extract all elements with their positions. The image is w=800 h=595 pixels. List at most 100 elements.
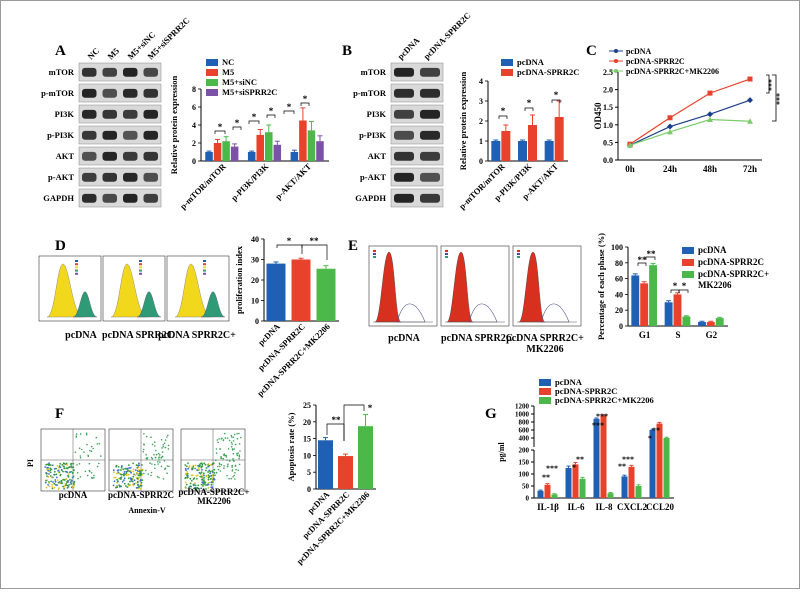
event-dot: [236, 433, 238, 435]
y-tick-label: 5: [307, 468, 311, 477]
event-dot: [93, 476, 95, 479]
event-dot: [201, 468, 203, 471]
event-dot: [116, 481, 118, 484]
event-dot: [219, 470, 222, 472]
event-dot: [56, 484, 58, 487]
significance-bracket: [766, 74, 770, 94]
legend-swatch: [373, 253, 376, 255]
event-dot: [190, 479, 193, 482]
event-dot: [234, 471, 236, 474]
event-dot: [126, 486, 129, 488]
event-dot: [114, 476, 117, 479]
event-dot: [140, 484, 143, 487]
y-tick-label: 20: [303, 418, 311, 427]
event-dot: [55, 467, 57, 470]
event-dot: [66, 487, 69, 489]
event-dot: [73, 482, 75, 484]
event-dot: [230, 446, 233, 448]
event-dot: [237, 469, 240, 472]
y-axis-label: Apoptosis rate (%): [286, 412, 296, 481]
event-dot: [69, 471, 71, 474]
event-dot: [231, 449, 234, 451]
significance-mark: ***: [596, 412, 608, 421]
data-point: [667, 123, 673, 130]
event-dot: [227, 463, 229, 466]
event-dot: [135, 464, 138, 466]
event-dot: [227, 448, 230, 450]
bar: [266, 263, 286, 321]
event-dot: [199, 475, 202, 478]
event-dot: [86, 443, 88, 446]
event-dot: [200, 476, 203, 478]
event-dot: [123, 472, 125, 475]
x-tick-label: S: [675, 330, 680, 340]
lane-label: pcDNA: [395, 35, 422, 62]
event-dot: [65, 484, 67, 487]
y-axis-label: Relative protein expression: [169, 76, 179, 175]
event-dot: [85, 433, 88, 436]
event-dot: [226, 459, 228, 461]
event-dot: [230, 441, 233, 444]
event-dot: [45, 463, 48, 466]
event-dot: [157, 452, 160, 455]
event-dot: [205, 467, 208, 469]
legend-label: pcDNA: [698, 245, 727, 255]
legend-swatch: [539, 397, 551, 404]
bar: [316, 268, 336, 321]
event-dot: [226, 437, 229, 439]
bar: [358, 426, 373, 489]
event-dot: [113, 476, 116, 479]
event-dot: [70, 465, 73, 467]
event-dot: [53, 486, 56, 489]
event-dot: [232, 458, 234, 460]
event-dot: [72, 462, 75, 465]
event-dot: [112, 469, 115, 472]
event-dot: [211, 477, 214, 480]
event-dot: [123, 479, 125, 481]
significance-mark: *: [287, 102, 292, 112]
legend-swatch: [539, 379, 551, 386]
blot-band: [102, 172, 117, 182]
significance-bracket: [283, 110, 295, 114]
bar: [491, 141, 501, 161]
event-dot: [164, 439, 167, 441]
event-dot: [62, 470, 64, 473]
event-dot: [194, 484, 197, 487]
event-dot: [200, 465, 203, 468]
event-dot: [90, 445, 93, 448]
event-dot: [142, 450, 144, 453]
flow-label-pcdna: pcDNA: [388, 333, 420, 344]
event-dot: [215, 448, 218, 450]
event-dot: [154, 467, 156, 470]
legend-swatch: [203, 263, 206, 266]
blot-band: [123, 88, 138, 98]
event-dot: [98, 442, 101, 445]
significance-bracket: [524, 107, 534, 111]
significance-mark: ***: [622, 455, 634, 464]
event-dot: [233, 460, 235, 463]
y-tick-label: 1000: [515, 411, 530, 419]
y-tick-label: 1: [479, 137, 483, 146]
event-dot: [224, 437, 227, 439]
event-dot: [51, 484, 54, 486]
bar: [698, 322, 706, 326]
event-dot: [72, 486, 74, 489]
legend-swatch: [206, 59, 218, 66]
series-line: [629, 78, 751, 145]
event-dot: [223, 465, 225, 467]
event-dot: [220, 463, 223, 466]
bar: [656, 423, 663, 498]
event-dot: [140, 487, 142, 490]
blot-label: GAPDH: [43, 193, 74, 203]
significance-mark: *: [287, 236, 292, 246]
significance-mark: **: [542, 473, 550, 482]
event-dot: [59, 466, 62, 469]
legend-label: pcDNA-SPRR2C: [626, 57, 685, 66]
event-dot: [184, 487, 187, 489]
panel-letter-f: F: [55, 406, 64, 422]
event-dot: [123, 474, 125, 477]
event-dot: [141, 479, 144, 482]
event-dot: [73, 484, 75, 487]
event-dot: [118, 472, 121, 474]
